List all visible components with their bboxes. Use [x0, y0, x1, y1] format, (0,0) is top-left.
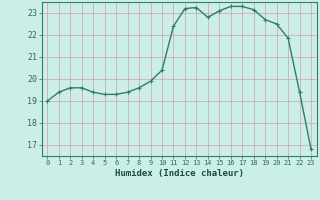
X-axis label: Humidex (Indice chaleur): Humidex (Indice chaleur) — [115, 169, 244, 178]
